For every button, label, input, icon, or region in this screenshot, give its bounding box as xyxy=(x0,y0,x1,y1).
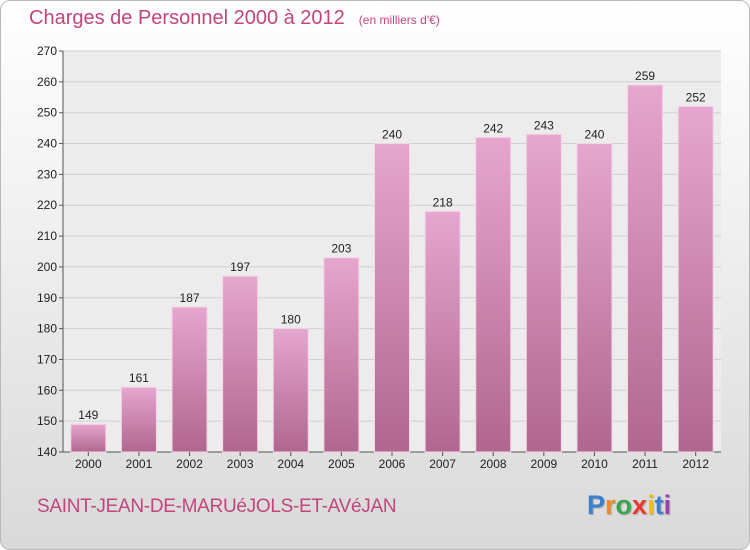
bar-value-label: 243 xyxy=(534,118,554,132)
x-tick-label: 2012 xyxy=(682,457,709,471)
x-tick-label: 2009 xyxy=(530,457,557,471)
bar-value-label: 240 xyxy=(584,128,604,142)
bar xyxy=(374,143,410,453)
y-tick-label: 210 xyxy=(37,229,57,243)
bar xyxy=(627,84,664,453)
bar xyxy=(171,306,208,453)
chart-title-text: Charges de Personnel 2000 à 2012 xyxy=(29,7,345,29)
bar-value-label: 252 xyxy=(686,91,706,105)
bar xyxy=(525,133,562,453)
logo-letter: t xyxy=(654,490,664,520)
x-tick-label: 2002 xyxy=(176,457,203,471)
bar xyxy=(424,210,461,453)
y-tick-label: 270 xyxy=(37,44,57,58)
bar-value-label: 187 xyxy=(180,291,200,305)
bar xyxy=(272,328,309,453)
bar xyxy=(70,423,107,453)
x-tick-label: 2007 xyxy=(429,457,456,471)
bar-value-label: 242 xyxy=(483,121,503,135)
chart-subtitle: (en milliers d'€) xyxy=(358,13,440,27)
y-tick-label: 190 xyxy=(37,291,57,305)
x-tick-label: 2004 xyxy=(277,457,304,471)
x-tick-label: 2003 xyxy=(227,457,254,471)
x-tick-label: 2011 xyxy=(632,457,658,471)
y-tick-label: 220 xyxy=(37,198,57,212)
bar xyxy=(323,257,360,453)
bar-value-label: 259 xyxy=(635,69,655,83)
bar xyxy=(475,136,512,453)
y-tick-label: 260 xyxy=(37,75,57,89)
chart-title: Charges de Personnel 2000 à 2012 (en mill… xyxy=(29,7,440,30)
logo-letter: i xyxy=(663,490,672,520)
y-tick-label: 160 xyxy=(37,383,57,397)
logo-letter: i xyxy=(647,490,655,520)
y-tick-label: 240 xyxy=(37,137,57,151)
x-tick-label: 2000 xyxy=(75,457,102,471)
logo-letter: x xyxy=(632,490,648,520)
bar-value-label: 218 xyxy=(433,195,453,209)
bar-value-label: 203 xyxy=(331,242,351,256)
x-tick-label: 2008 xyxy=(480,457,507,471)
bar-value-label: 149 xyxy=(78,408,98,422)
y-tick-label: 180 xyxy=(37,322,57,336)
y-tick-label: 170 xyxy=(37,352,57,366)
x-tick-label: 2006 xyxy=(379,457,406,471)
y-tick-label: 200 xyxy=(37,260,57,274)
bar xyxy=(222,275,259,453)
x-tick-label: 2001 xyxy=(126,457,153,471)
logo-letter: o xyxy=(615,490,633,520)
logo-letter: r xyxy=(605,490,616,520)
y-tick-label: 230 xyxy=(37,167,57,181)
commune-name: SAINT-JEAN-DE-MARUéJOLS-ET-AVéJAN xyxy=(37,496,397,517)
x-tick-label: 2010 xyxy=(581,457,608,471)
proxiti-logo: Proxiti xyxy=(587,490,671,521)
bar xyxy=(677,106,714,453)
logo-letter: P xyxy=(587,490,606,520)
bar-value-label: 197 xyxy=(230,260,250,274)
y-tick-label: 250 xyxy=(37,106,57,120)
bar xyxy=(120,386,157,453)
bar xyxy=(576,143,613,453)
x-tick-label: 2005 xyxy=(328,457,355,471)
bar-value-label: 240 xyxy=(382,128,402,142)
y-tick-label: 150 xyxy=(37,414,57,428)
y-tick-label: 140 xyxy=(37,445,57,459)
bar-value-label: 180 xyxy=(281,313,301,327)
bar-value-label: 161 xyxy=(129,371,149,385)
